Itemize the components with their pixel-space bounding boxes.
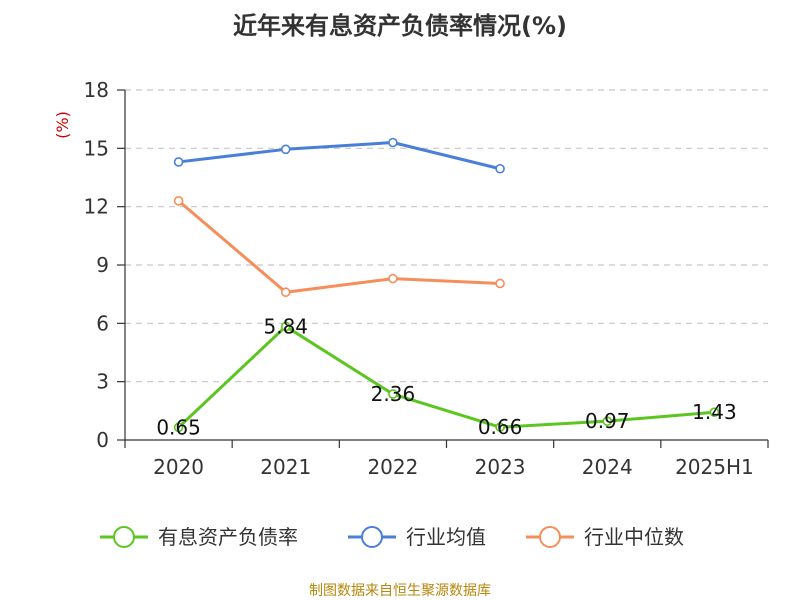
- legend-swatch-marker: [539, 526, 561, 548]
- y-tick-label: 3: [96, 370, 109, 394]
- x-tick-label: 2023: [475, 455, 526, 479]
- series-point-1: [495, 163, 505, 174]
- series-point-0: [173, 422, 184, 433]
- y-tick-label: 15: [84, 136, 109, 160]
- legend-item-label: 有息资产负债率: [158, 525, 298, 549]
- series-point-1: [280, 144, 291, 155]
- series-line-2: [177, 199, 501, 294]
- series-point-1: [388, 137, 398, 148]
- data-label: 5.84: [263, 314, 308, 338]
- y-tick-label: 0: [96, 428, 109, 452]
- data-label: 2.36: [371, 382, 416, 406]
- series-line-0: [177, 324, 715, 429]
- series-line-1: [178, 141, 501, 171]
- series-point-2: [495, 278, 505, 289]
- x-tick-label: 2022: [367, 455, 418, 479]
- grid: [125, 89, 768, 383]
- y-tick-label: 12: [84, 195, 109, 219]
- chart-title: 近年来有息资产负债率情况(%): [233, 12, 567, 40]
- y-tick-label: 6: [96, 311, 109, 335]
- legend: 有息资产负债率 行业均值 行业中位数: [100, 525, 684, 549]
- data-label: 1.43: [692, 400, 737, 424]
- x-tick-label: 2021: [260, 455, 311, 479]
- legend-item-label: 行业均值: [406, 525, 486, 549]
- series-point-0: [388, 389, 398, 399]
- source-note: 制图数据来自恒生聚源数据库: [309, 583, 491, 599]
- x-tick-label: 2020: [153, 455, 204, 479]
- legend-swatch-marker: [113, 526, 135, 548]
- series-point-2: [388, 273, 398, 284]
- data-label: 0.97: [585, 409, 630, 433]
- y-axis-label: (%): [53, 111, 72, 139]
- legend-item-label: 行业中位数: [584, 525, 684, 549]
- data-labels: 0.65 5.84 2.36 0.66 0.97 1.43: [156, 314, 736, 439]
- series-point-2: [280, 287, 291, 298]
- series-point-1: [173, 157, 184, 167]
- y-tick-label: 18: [84, 78, 109, 102]
- series-layer: [173, 137, 720, 433]
- x-tick-label: 2024: [582, 455, 633, 479]
- data-label: 0.66: [478, 415, 523, 439]
- legend-swatch-marker: [361, 526, 383, 548]
- series-point-2: [173, 196, 184, 206]
- axes: 0 3 6 9 12 15 18 2020 2021 2022 2023 2024 2025H1: [84, 78, 769, 479]
- data-label: 0.65: [156, 415, 201, 439]
- y-tick-label: 9: [96, 253, 109, 277]
- series-point-0: [280, 321, 291, 332]
- x-tick-label: 2025H1: [675, 455, 754, 479]
- series-point-0: [602, 416, 613, 426]
- series-point-0: [709, 407, 720, 417]
- series-point-0: [495, 422, 505, 432]
